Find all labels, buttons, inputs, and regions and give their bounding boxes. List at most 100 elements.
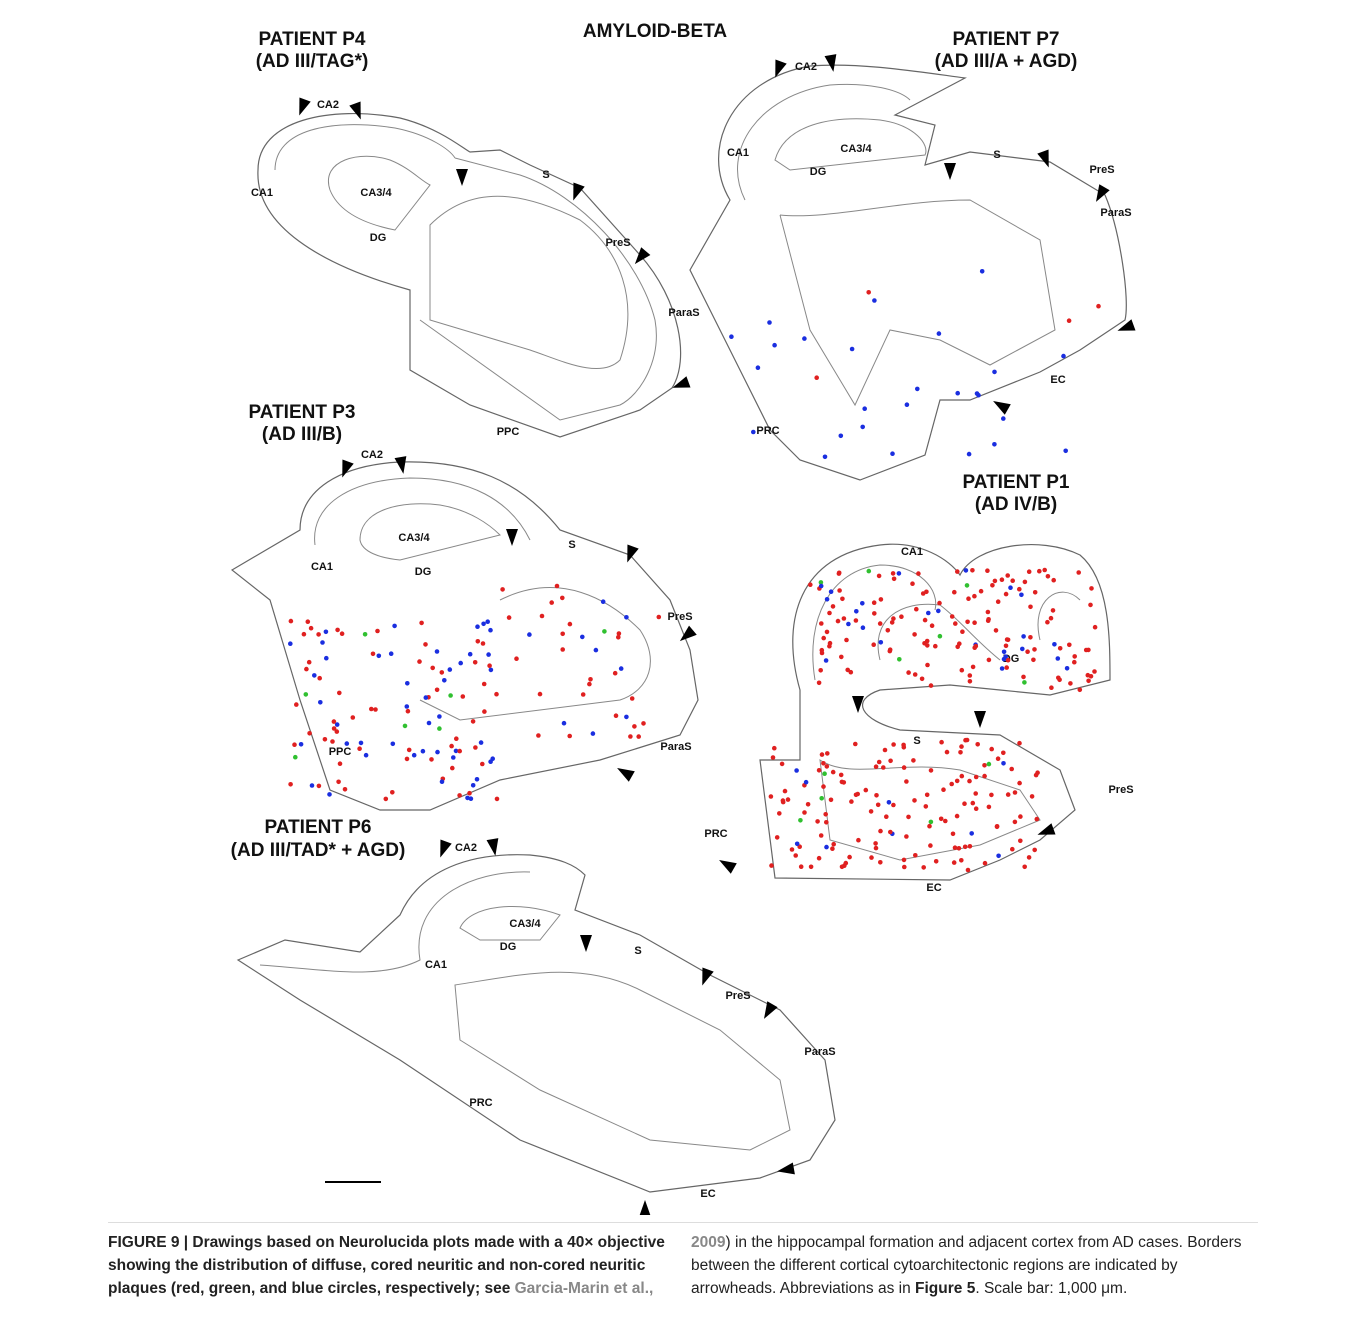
- plaque-dot: [1067, 643, 1072, 648]
- plaque-dot: [876, 803, 881, 808]
- region-label: CA1: [901, 546, 923, 558]
- plaque-dot: [1065, 666, 1070, 671]
- plaque-dot: [538, 692, 543, 697]
- region-label: DG: [810, 166, 827, 178]
- plaque-dot: [891, 571, 896, 576]
- plaque-dot: [617, 631, 622, 636]
- arrowhead: [676, 626, 697, 646]
- plaque-dot: [377, 654, 382, 659]
- plaque-dot: [769, 863, 774, 868]
- plaque-dot: [926, 611, 931, 616]
- arrowhead: [614, 763, 635, 782]
- plaque-dot: [336, 780, 341, 785]
- plaque-dot: [292, 742, 297, 747]
- plaque-dot: [467, 791, 472, 796]
- plaque-dot: [602, 629, 607, 634]
- region-label: CA2: [317, 99, 339, 111]
- plaque-dot: [306, 619, 311, 624]
- plaque-dot: [307, 660, 312, 665]
- plaque-dot: [982, 763, 987, 768]
- plaque-dot: [435, 750, 440, 755]
- plaque-dot: [476, 639, 481, 644]
- caption: FIGURE 9 | Drawings based on Neurolucida…: [108, 1222, 1258, 1300]
- plaque-dot: [309, 626, 314, 631]
- plaque-dot: [955, 569, 960, 574]
- plaque-dot: [568, 622, 573, 627]
- plaque-dot: [831, 842, 836, 847]
- plaque-dot: [990, 583, 995, 588]
- plaque-dot: [871, 642, 876, 647]
- plaque-dot: [808, 582, 813, 587]
- plaque-dot: [910, 581, 915, 586]
- plaque-dot: [814, 375, 819, 380]
- plaque-dot: [310, 783, 315, 788]
- plaque-dot: [421, 749, 426, 754]
- plaque-dot: [861, 625, 866, 630]
- region-label: EC: [926, 882, 941, 894]
- plaque-dot: [829, 798, 834, 803]
- plaque-dot: [906, 670, 911, 675]
- plaque-dot: [849, 799, 854, 804]
- plaque-dot: [424, 695, 429, 700]
- plaque-dot: [840, 865, 845, 870]
- plaque-dot: [475, 624, 480, 629]
- region-label: DG: [500, 941, 517, 953]
- plaque-dot: [864, 788, 869, 793]
- plaque-dot: [823, 455, 828, 460]
- plaque-dot: [993, 579, 998, 584]
- plaque-dot: [591, 731, 596, 736]
- plaque-dot: [751, 430, 756, 435]
- plaque-dot: [872, 600, 877, 605]
- plaque-dot: [953, 621, 958, 626]
- plaque-dot: [937, 331, 942, 336]
- plaque-dot: [412, 753, 417, 758]
- plaque-dot: [824, 845, 829, 850]
- plaque-dot: [850, 347, 855, 352]
- plaque-dot: [897, 657, 902, 662]
- region-label: DG: [415, 566, 432, 578]
- plaque-dot: [1017, 781, 1022, 786]
- plaque-dot: [856, 838, 861, 843]
- plaque-dot: [986, 617, 991, 622]
- arrowhead: [294, 97, 311, 117]
- plaque-dot: [924, 804, 929, 809]
- plaque-dot: [781, 798, 786, 803]
- plaque-dot: [1052, 642, 1057, 647]
- plaque-dot: [1035, 817, 1040, 822]
- plaque-dot: [831, 604, 836, 609]
- plaque-dot: [806, 802, 811, 807]
- plaque-dot: [819, 796, 824, 801]
- plaque-dot: [821, 761, 826, 766]
- plaque-dot: [1018, 814, 1023, 819]
- plaque-dot: [458, 661, 463, 666]
- plaque-dot: [972, 620, 977, 625]
- plaque-dot: [933, 644, 938, 649]
- plaque-dot: [293, 755, 298, 760]
- plaque-dot: [318, 700, 323, 705]
- region-label: ParaS: [668, 307, 699, 319]
- plaque-dot: [490, 756, 495, 761]
- plaque-dot: [952, 590, 957, 595]
- plaque-dot: [473, 745, 478, 750]
- panel-title: PATIENT P6: [265, 817, 372, 838]
- plaque-dot: [450, 766, 455, 771]
- figure: AMYLOID-BETA PATIENT P4 (AD III/TAG*) CA…: [0, 0, 1354, 1215]
- plaque-dot: [878, 621, 883, 626]
- plaque-dot: [1006, 658, 1011, 663]
- plaque-dot: [950, 614, 955, 619]
- plaque-dot: [405, 757, 410, 762]
- plaque-dot: [351, 715, 356, 720]
- plaque-dot: [440, 779, 445, 784]
- plaque-dot: [837, 571, 842, 576]
- plaque-dot: [937, 601, 942, 606]
- plaque-dot: [1017, 741, 1022, 746]
- plaque-dot: [828, 641, 833, 646]
- plaque-dot: [846, 622, 851, 627]
- plaque-dot: [886, 628, 891, 633]
- plaque-dot: [1035, 770, 1040, 775]
- plaque-dot: [992, 370, 997, 375]
- region-label: CA3/4: [840, 143, 872, 155]
- plaque-dot: [1093, 625, 1098, 630]
- plaque-dot: [925, 663, 930, 668]
- plaque-dot: [1063, 449, 1068, 454]
